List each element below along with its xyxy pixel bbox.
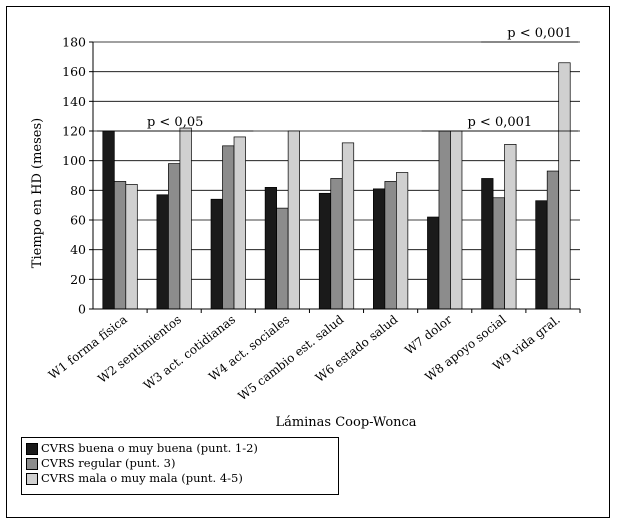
bar [384, 181, 397, 310]
bar [373, 188, 386, 310]
bar [492, 197, 505, 310]
bar [450, 130, 463, 310]
y-tick-label: 80 [70, 183, 86, 198]
legend-swatch [26, 457, 38, 470]
x-tick-label: W5 cambio est. salud [235, 312, 346, 403]
bar [535, 200, 548, 310]
legend-label: CVRS buena o muy buena (punt. 1-2) [41, 441, 258, 455]
bar [546, 170, 560, 310]
annotations: p < 0,05 p < 0,001 p < 0,001 [97, 26, 578, 132]
legend-item: CVRS regular (punt. 3) [26, 456, 334, 471]
y-tick-label: 0 [78, 302, 86, 317]
y-tick-label: 100 [62, 153, 86, 168]
bars [102, 62, 571, 310]
bar [210, 198, 223, 310]
legend: CVRS buena o muy buena (punt. 1-2) CVRS r… [21, 437, 339, 495]
bar [102, 130, 115, 310]
y-tick-label: 60 [70, 213, 86, 228]
bar [179, 127, 192, 310]
y-axis-label: Tiempo en HD (meses) [30, 118, 45, 268]
y-tick-label: 140 [62, 94, 86, 109]
figure-frame [6, 6, 610, 518]
x-tick-label: W3 act. cotidianas [141, 312, 238, 392]
bar [481, 178, 494, 310]
legend-item: CVRS mala o muy mala (punt. 4-5) [26, 471, 334, 486]
bar [222, 145, 235, 310]
bar [125, 184, 138, 310]
axes [89, 41, 581, 313]
y-tick-label: 180 [62, 35, 86, 50]
bar [438, 130, 451, 310]
significance-label: p < 0,001 [507, 26, 572, 41]
bar [330, 178, 343, 310]
significance-label: p < 0,001 [467, 115, 532, 130]
bar [233, 136, 246, 310]
x-axis-label: Láminas Coop-Wonca [275, 415, 416, 430]
bar [156, 194, 169, 310]
bar [427, 216, 440, 310]
legend-label: CVRS regular (punt. 3) [41, 456, 176, 470]
legend-swatch [26, 472, 38, 485]
bar [264, 187, 277, 310]
bar [341, 142, 355, 310]
legend-item: CVRS buena o muy buena (punt. 1-2) [26, 441, 334, 456]
bar [318, 192, 332, 310]
legend-swatch [26, 442, 38, 455]
bar [276, 207, 289, 310]
x-tick-label: W7 dolor [402, 312, 455, 357]
legend-label: CVRS mala o muy mala (punt. 4-5) [41, 471, 243, 485]
y-tick-label: 20 [70, 272, 86, 287]
bar [558, 62, 571, 310]
y-tick-label: 160 [62, 64, 86, 79]
bar [504, 144, 517, 310]
y-tick-label: 40 [70, 242, 86, 257]
bar [113, 181, 127, 310]
significance-label: p < 0,05 [147, 115, 203, 130]
y-tick-label: 120 [62, 124, 86, 139]
bar [396, 172, 409, 310]
bar [287, 130, 300, 310]
y-tick-labels: 0 20 40 60 80 100 120 140 160 180 [62, 35, 86, 317]
bar [168, 163, 181, 310]
